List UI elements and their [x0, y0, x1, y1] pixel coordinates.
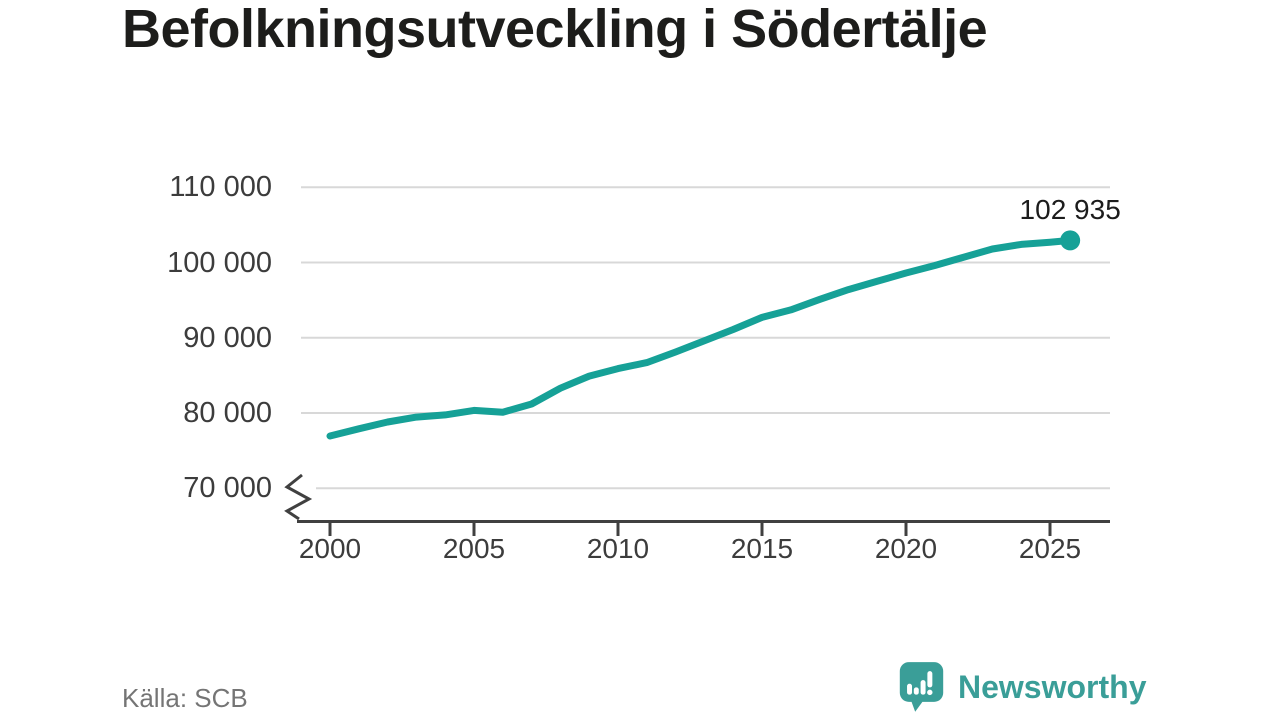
- newsworthy-logo-text: Newsworthy: [958, 668, 1147, 705]
- logo-bar-2: [913, 687, 919, 695]
- newsworthy-logo[interactable]: Newsworthy: [898, 661, 1146, 712]
- chart-title: Befolkningsutveckling i Södertälje: [122, 0, 988, 59]
- newsworthy-speech-bubble-icon: [899, 662, 944, 712]
- logo-exclamation-dot: [927, 689, 933, 696]
- population-line: [326, 236, 1074, 440]
- latest-point-dot: [1060, 230, 1081, 251]
- logo-exclamation-bar: [927, 671, 933, 688]
- logo-bar-3: [920, 680, 926, 695]
- logo-bar-1: [907, 683, 913, 695]
- source-note: Källa: SCB: [122, 683, 248, 713]
- y-axis-break-zigzag: [284, 473, 313, 521]
